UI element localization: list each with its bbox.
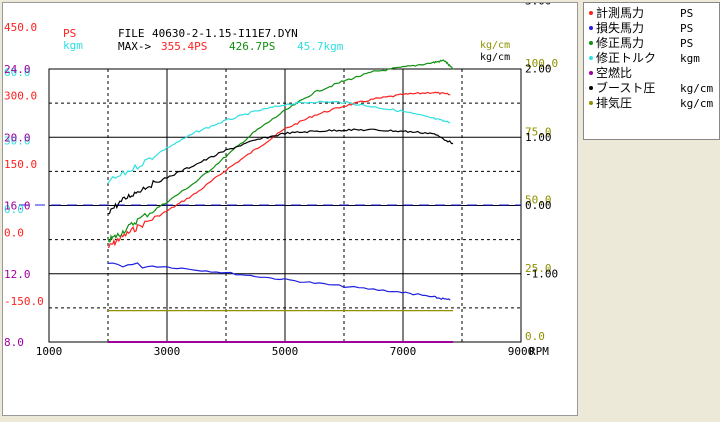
max-measured-hp: 355.4PS [161, 40, 207, 53]
corrected-torque-line [107, 100, 451, 184]
boost-tick-label: 2.00 [525, 63, 552, 76]
boost-tick-label: 0.00 [525, 199, 552, 212]
max-corrected-torque: 45.7kgm [297, 40, 344, 53]
x-tick-label: 7000 [390, 345, 417, 358]
ps-tick-label: 150.0 [4, 158, 37, 171]
legend-unit: PS [680, 37, 693, 50]
exhaust-unit-label: kg/cm [480, 40, 510, 51]
chart-panel: PS kgm FILE 40630-2-1.15-I11E7.DYN MAX->… [2, 2, 578, 416]
legend-marker [589, 71, 593, 75]
series-lines [107, 59, 454, 343]
boost-unit-label: kg/cm [480, 52, 510, 63]
afr-tick-label: 16.0 [4, 200, 31, 213]
legend-unit: PS [680, 7, 693, 20]
measured-hp-line [107, 91, 451, 249]
afr-tick-label: 12.0 [4, 268, 31, 281]
afr-tick-label: 8.0 [4, 336, 24, 349]
exhaust-tick-label: 75.0 [525, 125, 552, 138]
legend-unit: kg/cm [680, 97, 713, 110]
legend-marker [589, 86, 593, 90]
kgm-unit-label: kgm [63, 39, 83, 52]
legend-label: 計測馬力 [596, 5, 644, 20]
boost-tick-label: 1.00 [525, 131, 552, 144]
kgm-tick-label: 60.0 [4, 66, 31, 79]
x-tick-label: 5000 [272, 345, 299, 358]
x-tick-label: 9000 [508, 345, 535, 358]
chart-header: PS kgm FILE 40630-2-1.15-I11E7.DYN MAX->… [63, 27, 510, 63]
legend-label: ブースト圧 [596, 80, 655, 95]
x-tick-label: 3000 [154, 345, 181, 358]
legend-marker [589, 101, 593, 105]
exhaust-tick-label: 50.0 [525, 194, 552, 207]
legend-label: 修正馬力 [596, 35, 644, 50]
file-name: 40630-2-1.15-I11E7.DYN [152, 27, 298, 40]
legend-marker [589, 26, 593, 30]
ps-tick-label: -150.0 [4, 295, 44, 308]
max-label: MAX-> [118, 40, 151, 53]
legend-marker [589, 11, 593, 15]
boost-tick-label: -1.00 [525, 267, 558, 280]
kgm-tick-label: 30.0 [4, 135, 31, 148]
exhaust-tick-label: 100.0 [525, 57, 558, 70]
legend-label: 損失馬力 [596, 20, 644, 35]
legend-label: 空燃比 [596, 65, 632, 80]
afr-tick-label: 20.0 [4, 131, 31, 144]
afr-tick-label: 24.0 [4, 63, 31, 76]
legend-unit: PS [680, 22, 693, 35]
max-corrected-hp: 426.7PS [229, 40, 275, 53]
file-label: FILE [118, 27, 145, 40]
boost-line [107, 128, 454, 215]
legend-label: 修正トルク [596, 50, 656, 65]
legend-unit: kgm [680, 52, 700, 65]
ps-tick-label: 300.0 [4, 90, 37, 103]
legend-label: 排気圧 [596, 95, 632, 110]
exhaust-tick-label: 0.0 [525, 330, 545, 343]
legend-unit: kg/cm [680, 82, 713, 95]
ps-tick-label: 450.0 [4, 21, 37, 34]
ps-unit-label: PS [63, 27, 76, 40]
kgm-tick-label: 0.0 [4, 203, 24, 216]
ps-tick-label: 0.0 [4, 227, 24, 240]
exhaust-tick-label: 25.0 [525, 262, 552, 275]
x-axis-label: RPM [529, 345, 549, 358]
legend-marker [589, 56, 593, 60]
grid [19, 68, 522, 343]
corrected-hp-line [107, 59, 454, 243]
loss-hp-line [107, 262, 451, 301]
legend-marker [589, 41, 593, 45]
x-tick-label: 1000 [36, 345, 63, 358]
dyno-chart: PS kgm FILE 40630-2-1.15-I11E7.DYN MAX->… [4, 3, 558, 358]
axes: 1000 3000 5000 7000 9000 450.0 300.0 150.0 0.0 -1… [4, 3, 558, 358]
boost-tick-label: 3.00 [525, 3, 552, 7]
legend: 計測馬力 PS 損失馬力 PS 修正馬力 PS 修正トルク kgm 空燃比 ブースト圧 kg/cm 排… [583, 2, 720, 140]
